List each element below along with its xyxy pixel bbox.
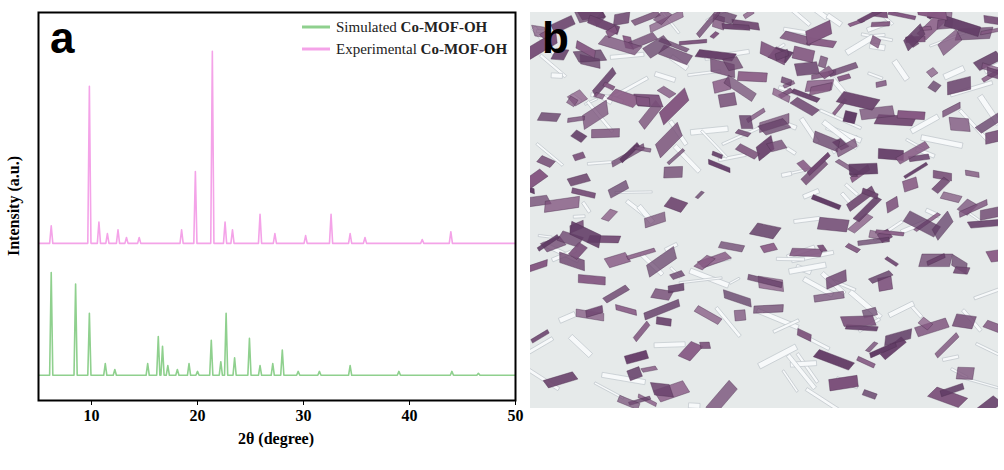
svg-text:20: 20 (190, 407, 206, 424)
svg-text:30: 30 (296, 407, 312, 424)
html-text:Simulated Co-MOF-OH: Simulated Co-MOF-OH (336, 18, 488, 35)
html-text:Intensity (a.u.): Intensity (a.u.) (5, 156, 22, 256)
svg-text:50: 50 (508, 407, 524, 424)
html-text:a: a (50, 13, 75, 62)
html-text:b: b (542, 13, 569, 62)
svg-text:40: 40 (402, 407, 418, 424)
html-text:Experimental Co-MOF-OH: Experimental Co-MOF-OH (336, 40, 508, 57)
svg-text:10: 10 (84, 407, 100, 424)
html-text:2θ (degree): 2θ (degree) (238, 430, 314, 447)
